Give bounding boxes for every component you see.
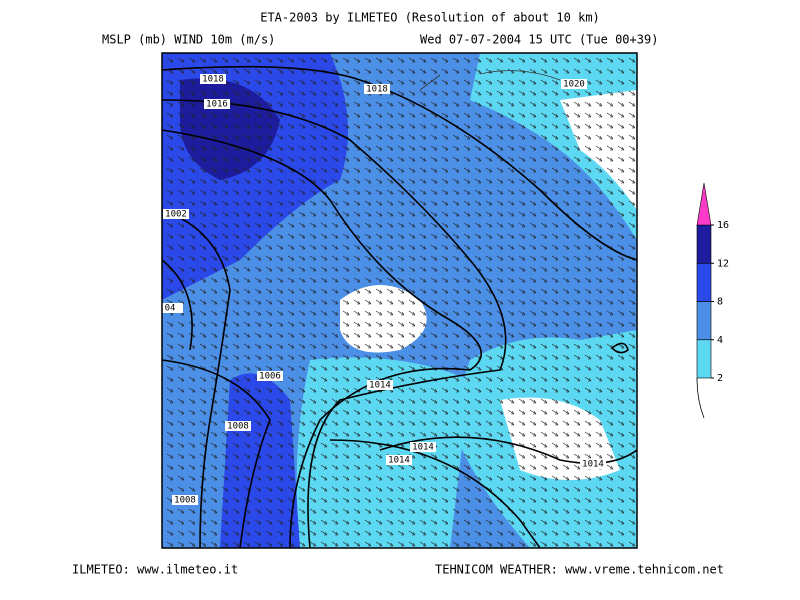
isobar-label-box xyxy=(367,380,393,390)
legend-tick-label: 16 xyxy=(717,220,729,231)
isobar-label-box xyxy=(410,442,436,452)
legend-tick-label: 8 xyxy=(717,297,723,308)
isobar-label: 1014 xyxy=(369,381,391,391)
isobar-label: 1018 xyxy=(202,75,224,85)
isobar-label: 1008 xyxy=(174,496,196,506)
isobar-label-box xyxy=(225,421,251,431)
isobar-label: 1014 xyxy=(412,443,434,453)
subtitle-left: MSLP (mb) WIND 10m (m/s) xyxy=(102,33,275,47)
legend-top-triangle xyxy=(696,182,712,226)
footer-right: TEHNICOM WEATHER: www.vreme.tehnicom.net xyxy=(435,563,724,577)
isobar-label: 1016 xyxy=(206,100,228,110)
color-legend: 2 4 8 12 16 xyxy=(696,182,729,384)
isobar-label: 1014 xyxy=(388,456,410,466)
map-frame xyxy=(161,52,638,549)
isobar-label: 1008 xyxy=(227,422,249,432)
isobar-label-box xyxy=(257,371,283,381)
isobar-label-box xyxy=(561,79,587,89)
isobar-label-box xyxy=(162,303,183,313)
isobar-label-box xyxy=(163,209,189,219)
isobar-label-box xyxy=(172,495,198,505)
isobar-label-box xyxy=(204,99,230,109)
isobar-label: 1002 xyxy=(165,210,187,220)
isobar-label-box xyxy=(200,74,226,84)
isobar-label-box xyxy=(386,455,412,465)
legend-band xyxy=(696,301,712,341)
title: ETA-2003 by ILMETEO (Resolution of about… xyxy=(260,11,600,25)
legend-band xyxy=(696,224,712,264)
isobar-label-box xyxy=(364,84,390,94)
isobar-label: 1006 xyxy=(259,372,281,382)
legend-tick-label: 12 xyxy=(717,258,729,269)
isobar-label: 1018 xyxy=(366,85,388,95)
isobar-label: 1020 xyxy=(563,80,585,90)
isobar-label: 04 xyxy=(165,304,176,314)
legend-band xyxy=(696,339,712,379)
legend-band xyxy=(696,262,712,302)
legend-tick-label: 2 xyxy=(717,373,723,384)
footer-left: ILMETEO: www.ilmeteo.it xyxy=(72,563,238,577)
legend-tick-label: 4 xyxy=(717,335,723,346)
isobar-label-box xyxy=(580,459,606,469)
isobar-label: 1014 xyxy=(582,460,604,470)
subtitle-right: Wed 07-07-2004 15 UTC (Tue 00+39) xyxy=(420,33,658,47)
legend-tail xyxy=(696,377,705,419)
